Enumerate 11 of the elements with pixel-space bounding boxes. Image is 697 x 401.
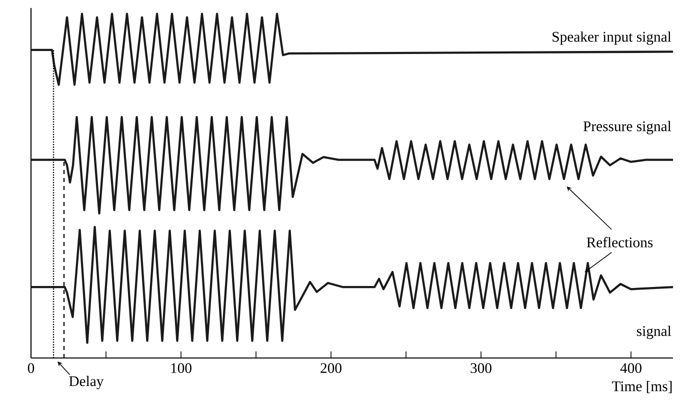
x-tick-label: 300 [470, 363, 492, 374]
x-tick-label: 0 [28, 363, 34, 374]
text: Delay [69, 376, 104, 390]
x-tick-label: 200 [320, 363, 342, 374]
x-tick-label: 100 [171, 363, 192, 374]
text: signal [636, 326, 672, 340]
x-axis-title: Time [ms] [612, 380, 672, 394]
series-label: Speaker input signal [552, 31, 672, 45]
x-tick-label: 400 [620, 363, 642, 374]
series-label: Pressure signal [583, 120, 672, 134]
annotation: Reflections [586, 236, 653, 248]
